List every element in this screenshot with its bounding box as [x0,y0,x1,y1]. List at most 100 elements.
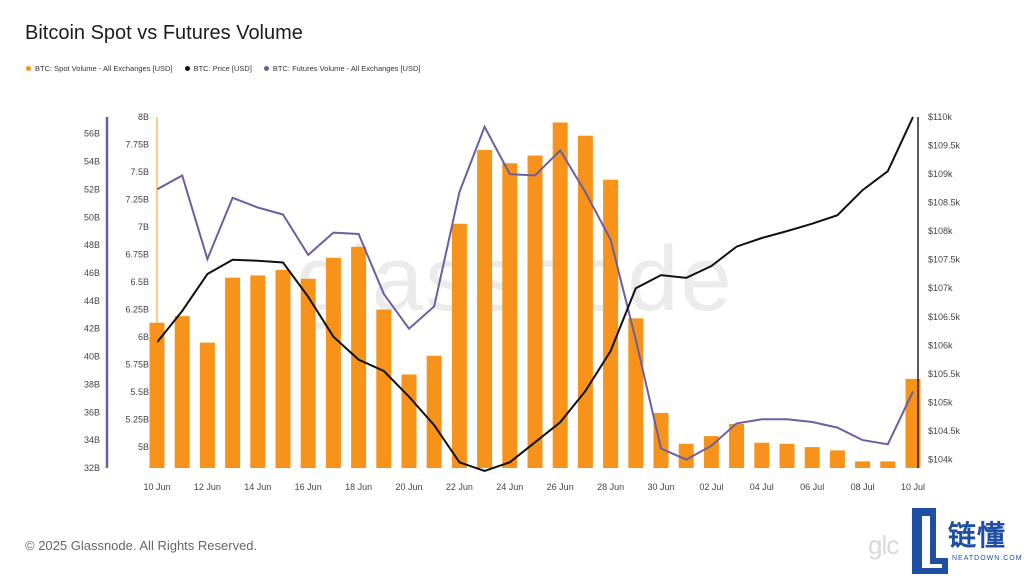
spot-volume-bar [729,423,745,468]
x-tick-label: 10 Jul [901,482,925,492]
y-tick-spot: 6.5B [130,277,149,287]
legend-item-futures-volume[interactable]: BTC: Futures Volume - All Exchanges [USD… [263,64,421,73]
spot-volume-bar [880,461,896,468]
spot-volume-bar [250,275,266,468]
y-tick-price: $108.5k [928,198,961,208]
spot-volume-bar [703,436,719,468]
brand-name: 链懂 [948,519,1007,552]
spot-volume-bar [174,316,190,468]
spot-volume-bar [351,246,367,468]
spot-volume-bar [199,342,215,468]
x-tick-label: 14 Jun [244,482,271,492]
y-tick-spot: 7B [138,222,149,232]
spot-volume-bar [401,374,417,468]
y-tick-futures: 52B [84,184,100,194]
spot-volume-bar [577,135,593,468]
spot-volume-bar [325,257,341,468]
x-tick-label: 30 Jun [647,482,674,492]
spot-volume-bar [300,278,316,468]
y-tick-futures: 32B [84,463,100,473]
y-tick-spot: 7.25B [125,195,149,205]
x-tick-label: 18 Jun [345,482,372,492]
y-tick-spot: 7.5B [130,167,149,177]
brand-sub: NEATDOWN.COM [952,555,1023,562]
y-tick-price: $107.5k [928,255,961,265]
y-tick-price: $107k [928,283,953,293]
spot-volume-bar [225,277,241,468]
y-tick-price: $108k [928,226,953,236]
y-tick-futures: 38B [84,379,100,389]
spot-volume-bar [477,150,493,468]
y-tick-spot: 6.75B [125,250,149,260]
spot-volume-bar [451,223,467,468]
legend-swatch-spot [26,66,31,71]
y-tick-spot: 6.25B [125,305,149,315]
y-tick-price: $109k [928,169,953,179]
spot-volume-bar [603,179,619,468]
x-tick-label: 06 Jul [800,482,824,492]
y-tick-futures: 40B [84,352,100,362]
legend-item-price[interactable]: BTC: Price [USD] [184,64,252,73]
chart-lines [156,116,914,472]
x-tick-label: 12 Jun [194,482,221,492]
legend-swatch-futures [263,66,269,71]
y-tick-futures: 50B [84,212,100,222]
chart-axes: 56B 54B 52B 50B 48B 46B 44B 42B 40B 38B 36B 34B 32B 8… [84,112,961,492]
legend-label-futures: BTC: Futures Volume - All Exchanges [USD… [272,64,421,73]
y-tick-futures: 54B [84,157,100,167]
x-tick-label: 26 Jun [547,482,574,492]
x-tick-label: 08 Jul [851,482,875,492]
x-tick-label: 24 Jun [496,482,523,492]
copyright-footer: © 2025 Glassnode. All Rights Reserved. [25,538,258,553]
y-tick-price: $105k [928,397,953,407]
legend: BTC: Spot Volume - All Exchanges [USD] B… [26,64,420,73]
y-tick-price: $109.5k [928,141,961,151]
x-tick-label: 10 Jun [143,482,170,492]
spot-volume-bar [275,269,291,468]
spot-volume-bar [502,163,518,468]
spot-volume-bar [829,450,845,468]
x-tick-label: 28 Jun [597,482,624,492]
y-tick-price: $106.5k [928,312,961,322]
y-tick-spot: 5.25B [125,415,149,425]
y-tick-spot: 5B [138,442,149,452]
y-tick-price: $104k [928,454,953,464]
y-tick-futures: 56B [84,129,100,139]
y-tick-futures: 46B [84,268,100,278]
spot-volume-bar [779,443,795,468]
y-tick-futures: 42B [84,324,100,334]
futures-volume-line [156,124,914,461]
legend-label-price: BTC: Price [USD] [193,64,252,73]
x-tick-label: 02 Jul [699,482,723,492]
y-tick-spot: 5.5B [130,387,149,397]
y-tick-futures: 36B [84,407,100,417]
spot-volume-bar [804,447,820,468]
y-tick-price: $106k [928,340,953,350]
y-tick-spot: 8B [138,112,149,122]
spot-volume-bar [653,412,669,468]
y-tick-spot: 5.75B [125,360,149,370]
y-tick-futures: 48B [84,240,100,250]
legend-swatch-price [184,66,190,71]
y-tick-futures: 34B [84,435,100,445]
spot-volume-bars [149,122,921,469]
spot-volume-bar [678,443,694,468]
spot-volume-bar [754,442,770,468]
y-tick-spot: 7.75B [125,140,149,150]
brand-logo-icon [912,508,948,574]
legend-item-spot-volume[interactable]: BTC: Spot Volume - All Exchanges [USD] [26,64,173,73]
spot-volume-bar [376,309,392,468]
x-tick-label: 22 Jun [446,482,473,492]
x-tick-label: 04 Jul [750,482,774,492]
x-tick-label: 20 Jun [395,482,422,492]
spot-volume-bar [855,461,871,468]
y-tick-price: $105.5k [928,369,961,379]
y-tick-price: $110k [928,112,952,122]
y-tick-price: $104.5k [928,426,961,436]
spot-volume-bar [527,155,543,468]
glassnode-small-logo: glc [868,530,899,560]
price-line [156,116,914,472]
y-tick-spot: 6B [138,332,149,342]
y-tick-futures: 44B [84,296,100,306]
